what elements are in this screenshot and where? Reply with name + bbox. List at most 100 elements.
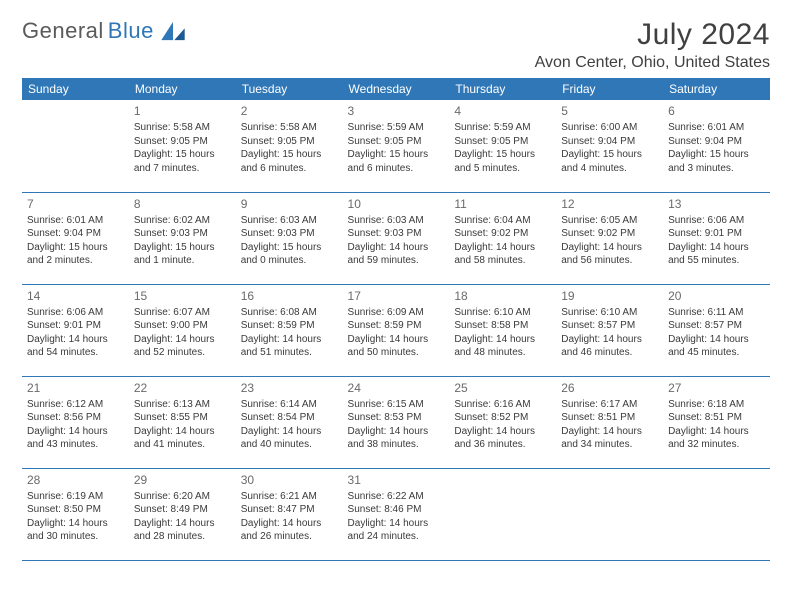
- day-number: 20: [668, 288, 765, 304]
- daylight-line: Daylight: 14 hours and 45 minutes.: [668, 333, 765, 360]
- brand-logo: GeneralBlue: [22, 18, 186, 44]
- day-number: 21: [27, 380, 124, 396]
- calendar-day-cell: 8Sunrise: 6:02 AMSunset: 9:03 PMDaylight…: [129, 192, 236, 284]
- weekday-header: Sunday: [22, 78, 129, 100]
- calendar-day-cell: 31Sunrise: 6:22 AMSunset: 8:46 PMDayligh…: [343, 468, 450, 560]
- calendar-day-cell: 28Sunrise: 6:19 AMSunset: 8:50 PMDayligh…: [22, 468, 129, 560]
- sunrise-line: Sunrise: 5:58 AM: [241, 121, 338, 135]
- sunrise-line: Sunrise: 6:19 AM: [27, 490, 124, 504]
- sunrise-line: Sunrise: 6:01 AM: [27, 214, 124, 228]
- sunset-line: Sunset: 8:59 PM: [348, 319, 445, 333]
- calendar-table: Sunday Monday Tuesday Wednesday Thursday…: [22, 78, 770, 561]
- calendar-day-cell: 19Sunrise: 6:10 AMSunset: 8:57 PMDayligh…: [556, 284, 663, 376]
- sunrise-line: Sunrise: 6:03 AM: [348, 214, 445, 228]
- sunrise-line: Sunrise: 6:00 AM: [561, 121, 658, 135]
- calendar-day-cell: 2Sunrise: 5:58 AMSunset: 9:05 PMDaylight…: [236, 100, 343, 192]
- sunrise-line: Sunrise: 5:59 AM: [348, 121, 445, 135]
- daylight-line: Daylight: 14 hours and 56 minutes.: [561, 241, 658, 268]
- sunset-line: Sunset: 8:59 PM: [241, 319, 338, 333]
- brand-word-2: Blue: [108, 18, 154, 44]
- sunrise-line: Sunrise: 6:15 AM: [348, 398, 445, 412]
- daylight-line: Daylight: 14 hours and 55 minutes.: [668, 241, 765, 268]
- day-number: 15: [134, 288, 231, 304]
- calendar-day-cell: 1Sunrise: 5:58 AMSunset: 9:05 PMDaylight…: [129, 100, 236, 192]
- daylight-line: Daylight: 15 hours and 7 minutes.: [134, 148, 231, 175]
- daylight-line: Daylight: 14 hours and 38 minutes.: [348, 425, 445, 452]
- sunrise-line: Sunrise: 6:02 AM: [134, 214, 231, 228]
- sunset-line: Sunset: 8:49 PM: [134, 503, 231, 517]
- sunset-line: Sunset: 9:03 PM: [134, 227, 231, 241]
- weekday-header: Saturday: [663, 78, 770, 100]
- daylight-line: Daylight: 14 hours and 48 minutes.: [454, 333, 551, 360]
- weekday-header: Tuesday: [236, 78, 343, 100]
- daylight-line: Daylight: 14 hours and 58 minutes.: [454, 241, 551, 268]
- sunrise-line: Sunrise: 6:05 AM: [561, 214, 658, 228]
- daylight-line: Daylight: 15 hours and 2 minutes.: [27, 241, 124, 268]
- sunrise-line: Sunrise: 6:06 AM: [27, 306, 124, 320]
- day-number: 12: [561, 196, 658, 212]
- calendar-week-row: 28 Sunrise: 6:19 AMSunset: 8:50 PM Dayligh…: [22, 468, 770, 560]
- sunrise-line: Sunrise: 6:11 AM: [668, 306, 765, 320]
- day-number: 5: [561, 103, 658, 119]
- sunrise-line: Sunrise: 6:16 AM: [454, 398, 551, 412]
- daylight-line: Daylight: 14 hours and 51 minutes.: [241, 333, 338, 360]
- sunrise-line: Sunrise: 6:10 AM: [454, 306, 551, 320]
- daylight-line: Daylight: 14 hours and 40 minutes.: [241, 425, 338, 452]
- daylight-line: Daylight: 14 hours and 52 minutes.: [134, 333, 231, 360]
- calendar-week-row: 21Sunrise: 6:12 AMSunset: 8:56 PMDayligh…: [22, 376, 770, 468]
- calendar-day-cell: [556, 468, 663, 560]
- daylight-line: Daylight: 15 hours and 1 minute.: [134, 241, 231, 268]
- day-number: 2: [241, 103, 338, 119]
- sunset-line: Sunset: 8:50 PM: [27, 503, 124, 517]
- daylight-line: Daylight: 15 hours and 6 minutes.: [348, 148, 445, 175]
- daylight-line: Daylight: 14 hours and 24 minutes.: [348, 517, 445, 544]
- sunrise-line: Sunrise: 6:10 AM: [561, 306, 658, 320]
- calendar-day-cell: 14Sunrise: 6:06 AMSunset: 9:01 PMDayligh…: [22, 284, 129, 376]
- daylight-line: Daylight: 14 hours and 59 minutes.: [348, 241, 445, 268]
- weekday-header: Wednesday: [343, 78, 450, 100]
- daylight-line: Daylight: 14 hours and 41 minutes.: [134, 425, 231, 452]
- calendar-day-cell: 9Sunrise: 6:03 AMSunset: 9:03 PMDaylight…: [236, 192, 343, 284]
- sunrise-line: Sunrise: 6:13 AM: [134, 398, 231, 412]
- brand-word-1: General: [22, 18, 104, 44]
- sunrise-line: Sunrise: 6:18 AM: [668, 398, 765, 412]
- day-number: 28: [27, 472, 124, 488]
- calendar-day-cell: 10Sunrise: 6:03 AMSunset: 9:03 PMDayligh…: [343, 192, 450, 284]
- header-bar: GeneralBlue July 2024 Avon Center, Ohio,…: [22, 18, 770, 72]
- calendar-day-cell: 29Sunrise: 6:20 AMSunset: 8:49 PMDayligh…: [129, 468, 236, 560]
- daylight-line: Daylight: 14 hours and 26 minutes.: [241, 517, 338, 544]
- day-number: 24: [348, 380, 445, 396]
- day-number: 26: [561, 380, 658, 396]
- sunset-line: Sunset: 9:04 PM: [27, 227, 124, 241]
- sunset-line: Sunset: 9:01 PM: [668, 227, 765, 241]
- weekday-header-row: Sunday Monday Tuesday Wednesday Thursday…: [22, 78, 770, 100]
- day-number: 31: [348, 472, 445, 488]
- sunrise-line: Sunrise: 6:20 AM: [134, 490, 231, 504]
- sunrise-line: Sunrise: 6:01 AM: [668, 121, 765, 135]
- calendar-day-cell: 17Sunrise: 6:09 AMSunset: 8:59 PMDayligh…: [343, 284, 450, 376]
- day-number: 27: [668, 380, 765, 396]
- day-number: 17: [348, 288, 445, 304]
- sunrise-line: Sunrise: 6:04 AM: [454, 214, 551, 228]
- day-number: 10: [348, 196, 445, 212]
- sunset-line: Sunset: 9:03 PM: [241, 227, 338, 241]
- daylight-line: Daylight: 14 hours and 36 minutes.: [454, 425, 551, 452]
- day-number: 1: [134, 103, 231, 119]
- day-number: 18: [454, 288, 551, 304]
- sunrise-line: Sunrise: 6:22 AM: [348, 490, 445, 504]
- sunset-line: Sunset: 8:52 PM: [454, 411, 551, 425]
- calendar-day-cell: 23Sunrise: 6:14 AMSunset: 8:54 PMDayligh…: [236, 376, 343, 468]
- day-number: 25: [454, 380, 551, 396]
- day-number: 9: [241, 196, 338, 212]
- sunset-line: Sunset: 8:51 PM: [561, 411, 658, 425]
- month-title: July 2024: [535, 18, 770, 52]
- sunset-line: Sunset: 9:04 PM: [668, 135, 765, 149]
- day-number: 11: [454, 196, 551, 212]
- day-number: 30: [241, 472, 338, 488]
- daylight-line: Daylight: 15 hours and 4 minutes.: [561, 148, 658, 175]
- sunset-line: Sunset: 9:05 PM: [348, 135, 445, 149]
- day-number: 3: [348, 103, 445, 119]
- sunset-line: Sunset: 9:02 PM: [561, 227, 658, 241]
- day-number: 22: [134, 380, 231, 396]
- calendar-day-cell: 16Sunrise: 6:08 AMSunset: 8:59 PMDayligh…: [236, 284, 343, 376]
